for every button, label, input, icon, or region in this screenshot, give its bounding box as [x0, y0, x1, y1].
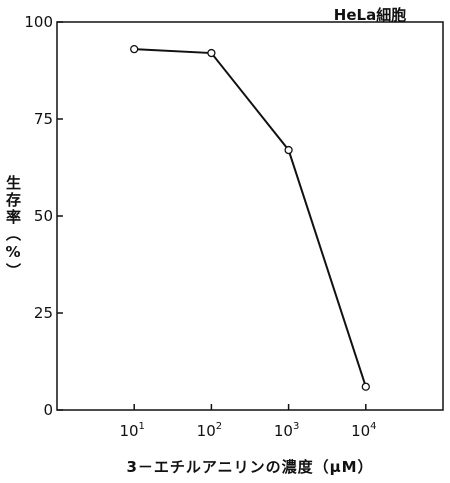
x-tick-label-0: 101 [119, 421, 144, 440]
x-tick-label-3: 104 [351, 421, 376, 440]
y-tick-label-100: 100 [24, 13, 53, 31]
data-point-2 [284, 145, 293, 155]
y-tick-label-0: 0 [43, 401, 53, 419]
x-tick-label-1: 102 [197, 421, 222, 440]
series-group [130, 45, 370, 391]
y-tick-label-75: 75 [34, 110, 53, 128]
y-axis-ticks: 0 25 50 75 100 [24, 13, 63, 419]
x-tick-label-2: 103 [274, 421, 299, 440]
y-axis-label: 生存率（%） [4, 175, 22, 280]
data-point-1 [207, 48, 216, 58]
plot-frame [56, 21, 444, 411]
data-point-0 [130, 45, 139, 54]
x-axis-label: 3－エチルアニリンの濃度（μM） [126, 458, 374, 476]
x-axis-ticks: 101 102 103 104 [119, 404, 377, 440]
y-tick-label-25: 25 [34, 304, 53, 322]
series-line-0 [134, 48, 367, 388]
y-tick-label-50: 50 [34, 207, 53, 225]
chart-title: HeLa細胞 [333, 6, 407, 24]
data-point-3 [361, 382, 370, 391]
